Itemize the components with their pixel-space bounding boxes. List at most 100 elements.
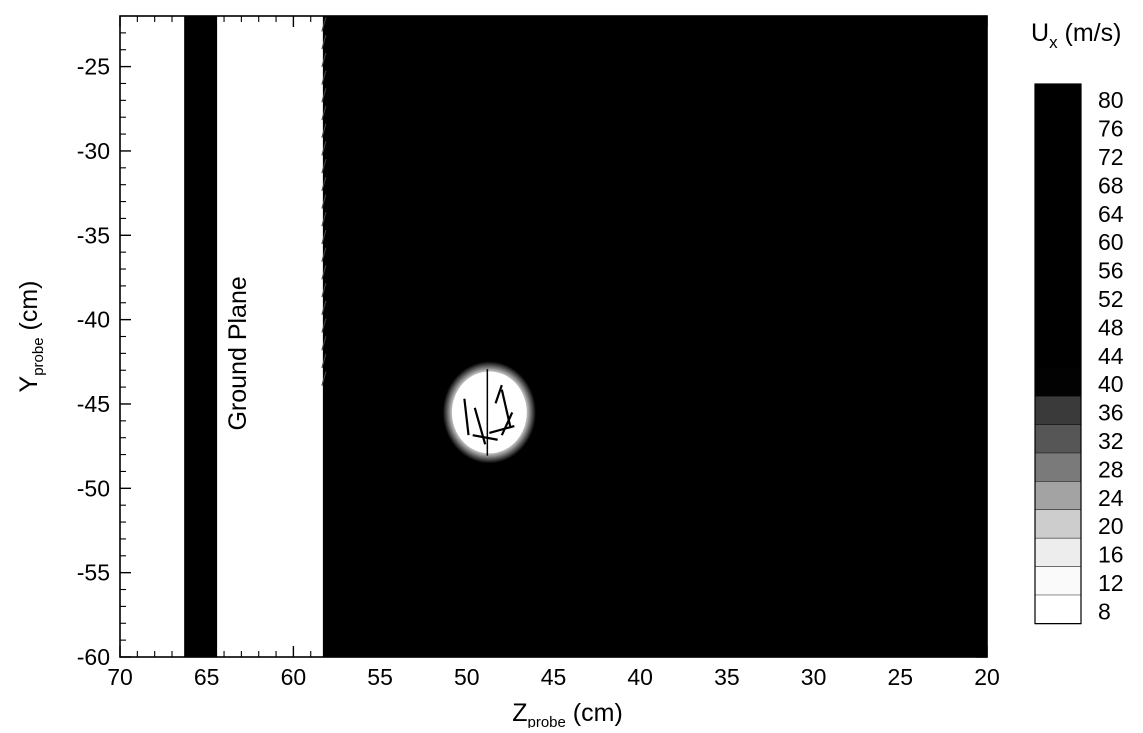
- y-axis-label-main: Y: [15, 375, 43, 392]
- colorbar-swatch: [1035, 226, 1081, 255]
- x-tick-label: 35: [714, 664, 740, 690]
- colorbar-swatch: [1035, 339, 1081, 368]
- colorbar-level-label: 56: [1098, 258, 1124, 284]
- ground-plane-dark-band: [184, 16, 218, 657]
- velocity-vector-5: [472, 434, 498, 441]
- x-tick-label: 40: [627, 664, 653, 690]
- boundary-velocity-vector: [321, 176, 327, 191]
- ground-plane-white-band-0: [120, 16, 185, 657]
- x-axis-label: Zprobe (cm): [512, 699, 623, 728]
- boundary-velocity-vector: [321, 247, 327, 262]
- colorbar-swatch: [1035, 197, 1081, 226]
- x-tick-label: 50: [454, 664, 480, 690]
- y-tick-label: -35: [77, 222, 110, 248]
- boundary-velocity-vector: [321, 353, 327, 369]
- colorbar-swatch: [1035, 368, 1081, 397]
- colorbar-swatch: [1035, 254, 1081, 283]
- y-tick-label: -25: [77, 54, 110, 80]
- colorbar-swatch: [1035, 311, 1081, 340]
- x-tick-label: 60: [281, 664, 307, 690]
- velocity-vector-4: [489, 425, 515, 434]
- x-tick-label: 45: [541, 664, 567, 690]
- boundary-velocity-vector: [321, 229, 327, 245]
- velocity-vector-3: [500, 411, 514, 436]
- colorbar-title-main: U: [1031, 19, 1049, 47]
- boundary-velocity-vector: [321, 212, 327, 227]
- ground-plane-label: Ground Plane: [224, 276, 252, 430]
- colorbar-level-label: 40: [1098, 371, 1124, 397]
- y-tick-label: -45: [77, 391, 110, 417]
- colorbar-level-label: 32: [1098, 428, 1124, 454]
- colorbar-swatch: [1035, 424, 1081, 454]
- freestream-region: [322, 16, 987, 657]
- colorbar-level-label: 12: [1098, 570, 1124, 596]
- colorbar-level-label: 20: [1098, 513, 1124, 539]
- colorbar-title-sub: x: [1049, 33, 1058, 52]
- colorbar-frame: [1034, 83, 1082, 625]
- y-axis-label-sub: probe: [30, 337, 47, 375]
- boundary-velocity-vector: [321, 88, 327, 103]
- colorbar-level-label: 48: [1098, 314, 1124, 340]
- boundary-velocity-vector: [321, 300, 327, 315]
- colorbar-level-label: 68: [1098, 172, 1124, 198]
- y-tick-label: -40: [77, 307, 110, 333]
- x-axis-label-sub: probe: [527, 714, 565, 728]
- colorbar-level-label: 36: [1098, 400, 1124, 426]
- colorbar-level-label: 72: [1098, 144, 1124, 170]
- boundary-velocity-vector: [321, 318, 327, 333]
- colorbar-title-unit: (m/s): [1058, 19, 1122, 47]
- boundary-velocity-vector: [321, 141, 327, 156]
- colorbar-swatch: [1035, 453, 1081, 482]
- boundary-velocity-vector: [321, 70, 327, 85]
- colorbar-swatch: [1035, 84, 1081, 113]
- colorbar-level-label: 64: [1098, 201, 1124, 227]
- x-axis-label-main: Z: [512, 699, 527, 727]
- boundary-velocity-vector: [321, 105, 327, 121]
- velocity-vector-6: [494, 384, 503, 404]
- y-tick-label: -30: [77, 138, 110, 164]
- boundary-velocity-vector: [321, 371, 327, 386]
- colorbar-swatch: [1035, 538, 1081, 567]
- colorbar-level-label: 28: [1098, 456, 1124, 482]
- colorbar-swatch: [1035, 595, 1081, 624]
- colorbar-swatch: [1035, 112, 1081, 141]
- x-axis-label-unit: (cm): [566, 699, 623, 727]
- colorbar-swatch: [1035, 566, 1081, 596]
- x-tick-label: 30: [801, 664, 827, 690]
- y-axis-label-unit: (cm): [15, 281, 43, 338]
- boundary-velocity-vector: [321, 282, 327, 298]
- colorbar-level-label: 24: [1098, 485, 1124, 511]
- colorbar-swatch: [1035, 396, 1081, 425]
- colorbar-swatch: [1035, 510, 1081, 539]
- boundary-velocity-vector: [321, 194, 327, 209]
- colorbar-level-label: 16: [1098, 542, 1124, 568]
- boundary-velocity-vector: [321, 336, 327, 351]
- boundary-velocity-vector: [321, 158, 327, 174]
- colorbar-swatch: [1035, 140, 1081, 170]
- colorbar-swatch: [1035, 481, 1081, 510]
- x-tick-label: 70: [107, 664, 133, 690]
- vortex-core: [451, 371, 527, 454]
- plot-area: [120, 16, 987, 657]
- x-tick-label: 65: [194, 664, 220, 690]
- x-tick-label: 20: [974, 664, 1000, 690]
- y-tick-label: -55: [77, 560, 110, 586]
- boundary-velocity-vector: [321, 17, 327, 32]
- colorbar-swatch: [1035, 169, 1081, 198]
- colorbar-level-label: 52: [1098, 286, 1124, 312]
- x-tick-label: 25: [888, 664, 914, 690]
- colorbar-title: Ux (m/s): [1031, 19, 1121, 52]
- colorbar-level-label: 80: [1098, 87, 1124, 113]
- x-tick-label: 55: [367, 664, 393, 690]
- ground-plane-white-band-1: [217, 16, 323, 657]
- boundary-velocity-vector: [321, 34, 327, 50]
- boundary-velocity-vector: [321, 123, 327, 138]
- y-axis-label: Yprobe (cm): [15, 281, 47, 393]
- velocity-vector-0: [463, 398, 470, 436]
- colorbar-level-label: 44: [1098, 343, 1124, 369]
- boundary-velocity-vector: [321, 265, 327, 280]
- colorbar-level-label: 60: [1098, 229, 1124, 255]
- boundary-velocity-vector: [321, 52, 327, 68]
